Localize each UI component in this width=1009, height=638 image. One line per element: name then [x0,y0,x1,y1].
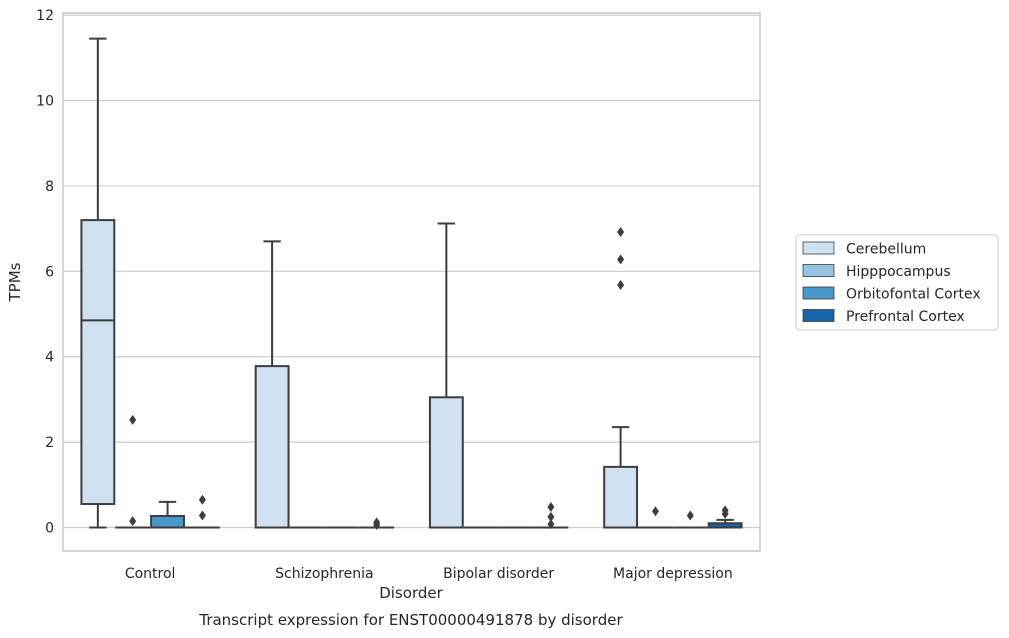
legend: Cerebellum Hipppocampus Orbitofontal Corte… [795,234,999,331]
box-hipppocampus [638,506,673,529]
plot-area-frame [62,12,761,552]
legend-swatch [802,264,835,277]
legend-label: Cerebellum [846,242,926,258]
x-tick-label: Bipolar disorder [443,566,554,582]
y-axis-label: TPMs [6,262,24,302]
outlier-point [617,227,625,238]
box-prefrontal-cortex [707,505,743,529]
x-axis-ticks: Control Schizophrenia Bipolar disorder Majo… [125,566,733,582]
legend-swatch [802,241,835,255]
box-orbitofontal-cortex [150,500,185,529]
box-prefrontal-cortex [184,494,220,529]
legend-frame [795,234,999,331]
legend-items: Cerebellum Hipppocampus Orbitofontal Corte… [802,241,981,325]
y-tick-label: 12 [36,8,54,24]
chart-title: Transcript expression for ENST0000049187… [198,611,623,629]
outlier-point [617,254,625,265]
y-tick-label: 2 [45,435,54,451]
legend-label: Orbitofontal Cortex [846,287,981,303]
legend-swatch [802,286,835,300]
legend-label: Prefrontal Cortex [846,309,965,325]
outlier-point [617,279,625,290]
box-prefrontal-cortex [359,517,395,530]
legend-label: Hipppocampus [846,264,951,280]
y-tick-label: 8 [45,179,54,195]
box-body [80,219,116,506]
outlier-point [547,519,555,530]
box-cerebellum [80,37,116,529]
y-tick-label: 6 [45,264,54,280]
box-cerebellum [603,227,639,529]
outlier-point [129,414,137,425]
outlier-point [686,510,694,521]
y-axis-ticks: 0 2 4 6 8 10 12 [36,8,54,536]
box-cerebellum [428,222,464,529]
outlier-point [198,510,206,521]
x-tick-label: Control [125,566,176,582]
box-orbitofontal-cortex [672,510,708,529]
outlier-point [721,505,729,516]
boxes [80,37,743,530]
outlier-point [373,517,381,528]
outlier-point [129,516,137,527]
legend-swatch [802,309,835,322]
y-tick-label: 4 [45,350,54,366]
y-tick-label: 10 [36,94,54,110]
outlier-point [198,494,206,505]
x-tick-label: Major depression [613,566,733,582]
box-body [150,514,185,529]
outlier-point [547,502,555,513]
outlier-point [651,506,659,517]
box-body [603,465,639,529]
y-tick-label: 0 [45,521,54,537]
box-body [254,365,290,529]
x-axis-label: Disorder [379,584,443,602]
outlier-point [547,511,555,522]
x-tick-label: Schizophrenia [275,566,373,582]
grid-lines [63,14,760,529]
box-body [428,396,464,529]
box-hipppocampus [115,414,151,529]
box-prefrontal-cortex [533,502,569,530]
box-cerebellum [254,240,290,529]
